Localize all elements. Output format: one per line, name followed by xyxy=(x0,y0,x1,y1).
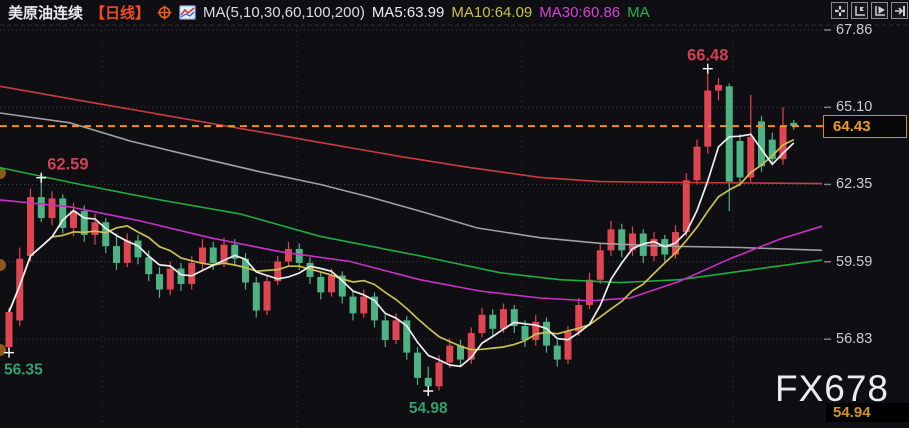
ma-more-label: MA xyxy=(627,3,650,21)
left-edge-marker xyxy=(0,259,6,271)
ma5-value: MA5:63.99 xyxy=(371,3,445,21)
left-edge-marker xyxy=(0,167,6,179)
svg-text:54.98: 54.98 xyxy=(409,400,448,417)
crosshair-target-icon[interactable] xyxy=(157,5,172,20)
chart-toolbar xyxy=(831,2,908,19)
watermark-logo: FX678 xyxy=(775,368,890,409)
axis-flag-button[interactable] xyxy=(851,2,868,19)
svg-text:62.59: 62.59 xyxy=(47,156,88,174)
pan-crosshair-button[interactable] xyxy=(831,2,848,19)
axis-play-button[interactable] xyxy=(871,2,888,19)
ma-settings-label: MA(5,10,30,60,100,200) xyxy=(203,3,365,21)
left-edge-marker xyxy=(0,344,6,356)
chart-header: 美原油连续 【日线】 MA(5,10,30,60,100,200) MA5:63… xyxy=(0,0,909,24)
svg-text:56.35: 56.35 xyxy=(4,362,43,379)
svg-text:66.48: 66.48 xyxy=(687,47,728,65)
current-price-tag: 64.43 xyxy=(823,114,907,138)
instrument-name: 美原油连续 xyxy=(8,4,84,22)
ma10-value: MA10:64.09 xyxy=(451,3,533,21)
ma30-value: MA30:60.86 xyxy=(539,3,621,21)
price-axis-tick: 62.35 xyxy=(836,176,873,193)
price-axis-tick: 67.86 xyxy=(836,22,873,38)
price-axis-tick: 65.10 xyxy=(836,99,873,116)
period-label: 【日线】 xyxy=(90,4,151,22)
detach-right-button[interactable] xyxy=(891,2,908,19)
chart-style-icon[interactable] xyxy=(179,4,197,20)
price-axis-tick: 56.83 xyxy=(836,331,873,348)
price-axis-tick: 59.59 xyxy=(836,253,873,270)
lowest-price-label: 54.94 xyxy=(826,403,909,422)
